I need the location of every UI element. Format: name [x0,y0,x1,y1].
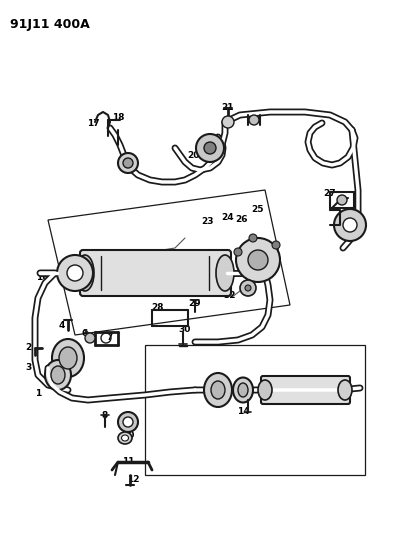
Ellipse shape [52,339,84,377]
Circle shape [249,115,259,125]
Circle shape [272,241,280,249]
Ellipse shape [121,435,129,441]
FancyBboxPatch shape [261,376,350,404]
Circle shape [236,238,280,282]
Text: 3: 3 [25,364,31,373]
Text: 13: 13 [212,398,224,407]
Text: 24: 24 [222,214,234,222]
Circle shape [334,209,366,241]
Text: 32: 32 [224,290,236,300]
Text: 17: 17 [87,118,99,127]
Text: 22: 22 [247,116,259,125]
Circle shape [337,195,347,205]
Ellipse shape [76,255,94,291]
Ellipse shape [118,432,132,444]
Circle shape [57,255,93,291]
Text: 29: 29 [189,298,201,308]
Ellipse shape [233,377,253,402]
Circle shape [196,134,224,162]
Text: 9: 9 [127,414,133,423]
Circle shape [343,218,357,232]
Text: 8: 8 [102,410,108,419]
Text: 21: 21 [222,103,234,112]
Text: 16: 16 [36,273,48,282]
Ellipse shape [238,383,248,397]
Text: 14: 14 [237,408,249,416]
Circle shape [123,417,133,427]
Ellipse shape [45,360,71,390]
Text: 31: 31 [124,248,136,257]
Text: 27: 27 [324,189,336,198]
Text: 26: 26 [236,215,248,224]
Circle shape [234,248,242,256]
Ellipse shape [204,373,232,407]
Text: 28: 28 [152,303,164,312]
Text: 20: 20 [187,150,199,159]
FancyBboxPatch shape [80,250,231,296]
Circle shape [123,158,133,168]
Text: 23: 23 [202,217,214,227]
Text: 2: 2 [25,343,31,352]
Circle shape [240,280,256,296]
Circle shape [67,265,83,281]
Text: 10: 10 [122,431,134,440]
Text: 5: 5 [59,343,65,352]
Text: 19: 19 [124,158,136,167]
Text: 4: 4 [59,320,65,329]
Text: 15: 15 [299,387,311,397]
Ellipse shape [216,255,234,291]
Text: 12: 12 [127,475,139,484]
Ellipse shape [338,380,352,400]
Text: 11: 11 [122,457,134,466]
Circle shape [249,234,257,242]
Circle shape [245,285,251,291]
Text: 7: 7 [107,334,113,343]
Circle shape [85,333,95,343]
Circle shape [118,412,138,432]
Ellipse shape [258,380,272,400]
Text: 91J11 400A: 91J11 400A [10,18,90,31]
Ellipse shape [51,366,65,384]
Text: 25: 25 [252,206,264,214]
Circle shape [248,250,268,270]
Text: 30: 30 [179,326,191,335]
Text: 17: 17 [342,211,354,220]
Ellipse shape [59,347,77,369]
Circle shape [204,142,216,154]
Ellipse shape [211,381,225,399]
Text: 18: 18 [112,114,124,123]
Text: 1: 1 [35,389,41,398]
Text: 6: 6 [82,328,88,337]
Circle shape [118,153,138,173]
Circle shape [222,116,234,128]
